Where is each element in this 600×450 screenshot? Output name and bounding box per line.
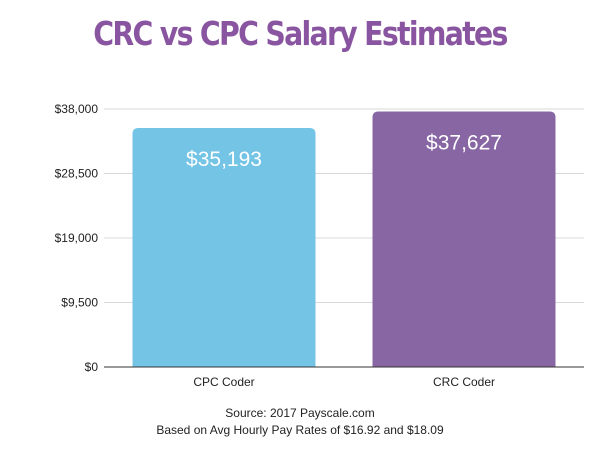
chart-title: CRC vs CPC Salary Estimates (93, 14, 508, 53)
source-note: Source: 2017 Payscale.com (225, 406, 375, 420)
x-category-label: CPC Coder (193, 375, 254, 389)
bar (372, 111, 556, 367)
y-tick-label: $28,500 (55, 167, 99, 181)
pay-rate-note: Based on Avg Hourly Pay Rates of $16.92 … (156, 423, 444, 437)
y-tick-label: $38,000 (55, 102, 99, 116)
bar (132, 128, 316, 367)
y-tick-label: $19,000 (55, 231, 99, 245)
y-tick-label: $0 (85, 360, 99, 374)
x-category-label: CRC Coder (433, 375, 495, 389)
y-tick-label: $9,500 (61, 296, 98, 310)
bar-value-label: $35,193 (186, 148, 262, 171)
chart-footnote: Source: 2017 Payscale.com Based on Avg H… (0, 405, 600, 439)
bar-value-label: $37,627 (426, 132, 502, 155)
